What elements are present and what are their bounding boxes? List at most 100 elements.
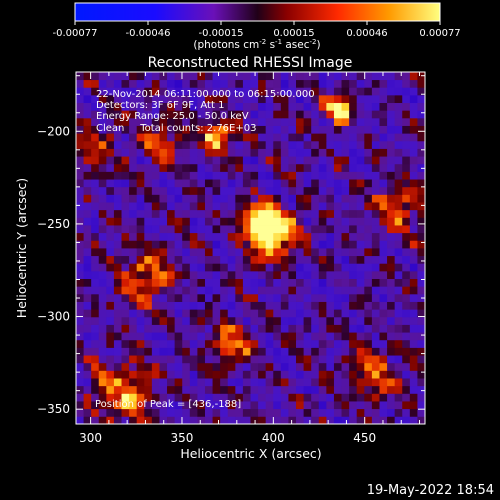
heatmap-cell bbox=[379, 110, 388, 119]
heatmap-cell bbox=[417, 355, 426, 364]
heatmap-cell bbox=[144, 339, 153, 348]
heatmap-cell bbox=[106, 125, 115, 134]
heatmap-cell bbox=[379, 278, 388, 287]
heatmap-cell bbox=[333, 102, 342, 111]
heatmap-cell bbox=[144, 217, 153, 226]
heatmap-cell bbox=[91, 140, 100, 149]
heatmap-cell bbox=[76, 385, 84, 394]
heatmap-cell bbox=[159, 316, 168, 325]
heatmap-cell bbox=[402, 72, 411, 81]
heatmap-cell bbox=[129, 186, 138, 195]
heatmap-cell bbox=[341, 248, 350, 257]
heatmap-cell bbox=[341, 202, 350, 211]
heatmap-cell bbox=[212, 286, 221, 295]
heatmap-cell bbox=[113, 355, 122, 364]
heatmap-cell bbox=[242, 332, 251, 341]
heatmap-cell bbox=[174, 110, 183, 119]
heatmap-cell bbox=[121, 79, 130, 88]
heatmap-cell bbox=[182, 125, 191, 134]
heatmap-cell bbox=[333, 255, 342, 264]
heatmap-cell bbox=[121, 94, 130, 104]
heatmap-cell bbox=[167, 301, 176, 310]
heatmap-cell bbox=[402, 362, 411, 371]
heatmap-cell bbox=[242, 117, 251, 126]
heatmap-cell bbox=[326, 248, 335, 257]
heatmap-cell bbox=[189, 110, 198, 119]
heatmap-cell bbox=[394, 316, 403, 325]
heatmap-cell bbox=[409, 309, 418, 318]
heatmap-cell bbox=[318, 248, 327, 257]
heatmap-cell bbox=[258, 179, 267, 188]
heatmap-cell bbox=[167, 385, 176, 394]
heatmap-cell bbox=[129, 309, 138, 318]
heatmap-cell bbox=[371, 94, 380, 104]
heatmap-cell bbox=[303, 217, 312, 226]
heatmap-cell bbox=[417, 179, 426, 188]
heatmap-cell bbox=[174, 324, 183, 333]
heatmap-cell bbox=[318, 171, 327, 180]
heatmap-cell bbox=[189, 225, 198, 234]
heatmap-cell bbox=[371, 293, 380, 302]
heatmap-cell bbox=[106, 347, 115, 356]
heatmap-cell bbox=[303, 110, 312, 119]
heatmap-cell bbox=[212, 133, 221, 142]
heatmap-cell bbox=[326, 339, 335, 348]
heatmap-cell bbox=[76, 355, 84, 364]
heatmap-cell bbox=[197, 232, 206, 241]
heatmap-cell bbox=[333, 87, 342, 96]
heatmap-cell bbox=[364, 179, 373, 188]
heatmap-cell bbox=[113, 179, 122, 188]
heatmap-cell bbox=[341, 255, 350, 264]
heatmap-cell bbox=[349, 385, 358, 394]
heatmap-cell bbox=[136, 293, 145, 302]
heatmap-cell bbox=[212, 378, 221, 387]
heatmap-cell bbox=[333, 79, 342, 88]
heatmap-cell bbox=[409, 179, 418, 188]
heatmap-cell bbox=[280, 339, 289, 348]
heatmap-cell bbox=[189, 286, 198, 295]
heatmap-cell bbox=[402, 232, 411, 241]
heatmap-cell bbox=[288, 255, 297, 264]
heatmap-cell bbox=[394, 339, 403, 348]
heatmap-cell bbox=[98, 339, 107, 348]
heatmap-cell bbox=[91, 316, 100, 325]
heatmap-cell bbox=[311, 347, 320, 356]
heatmap-cell bbox=[258, 301, 267, 310]
heatmap-cell bbox=[227, 217, 236, 226]
heatmap-cell bbox=[144, 293, 153, 302]
heatmap-cell bbox=[227, 278, 236, 287]
heatmap-cell bbox=[121, 378, 130, 387]
heatmap-cell bbox=[333, 140, 342, 149]
heatmap-cell bbox=[212, 393, 221, 402]
heatmap-cell bbox=[280, 385, 289, 394]
heatmap-cell bbox=[212, 156, 221, 165]
heatmap-cell bbox=[129, 217, 138, 226]
heatmap-cell bbox=[227, 179, 236, 188]
heatmap-cell bbox=[113, 140, 122, 149]
heatmap-cell bbox=[182, 355, 191, 364]
heatmap-cell bbox=[189, 270, 198, 280]
colorbar-tick-label: -0.00077 bbox=[53, 28, 98, 39]
heatmap-cell bbox=[364, 278, 373, 287]
heatmap-cell bbox=[212, 79, 221, 88]
heatmap-cell bbox=[121, 385, 130, 394]
heatmap-cell bbox=[129, 332, 138, 341]
heatmap-cell bbox=[220, 125, 229, 134]
heatmap-cell bbox=[258, 286, 267, 295]
heatmap-cell bbox=[311, 72, 320, 81]
heatmap-cell bbox=[136, 270, 145, 280]
heatmap-cell bbox=[379, 140, 388, 149]
heatmap-cell bbox=[167, 171, 176, 180]
heatmap-cell bbox=[144, 232, 153, 241]
heatmap-cell bbox=[273, 79, 282, 88]
heatmap-cell bbox=[326, 416, 335, 425]
heatmap-cell bbox=[409, 209, 418, 218]
heatmap-cell bbox=[189, 87, 198, 96]
heatmap-cell bbox=[326, 102, 335, 111]
heatmap-cell bbox=[288, 286, 297, 295]
heatmap-cell bbox=[356, 194, 365, 203]
heatmap-cell bbox=[182, 370, 191, 379]
heatmap-cell bbox=[250, 270, 259, 280]
heatmap-cell bbox=[341, 332, 350, 341]
